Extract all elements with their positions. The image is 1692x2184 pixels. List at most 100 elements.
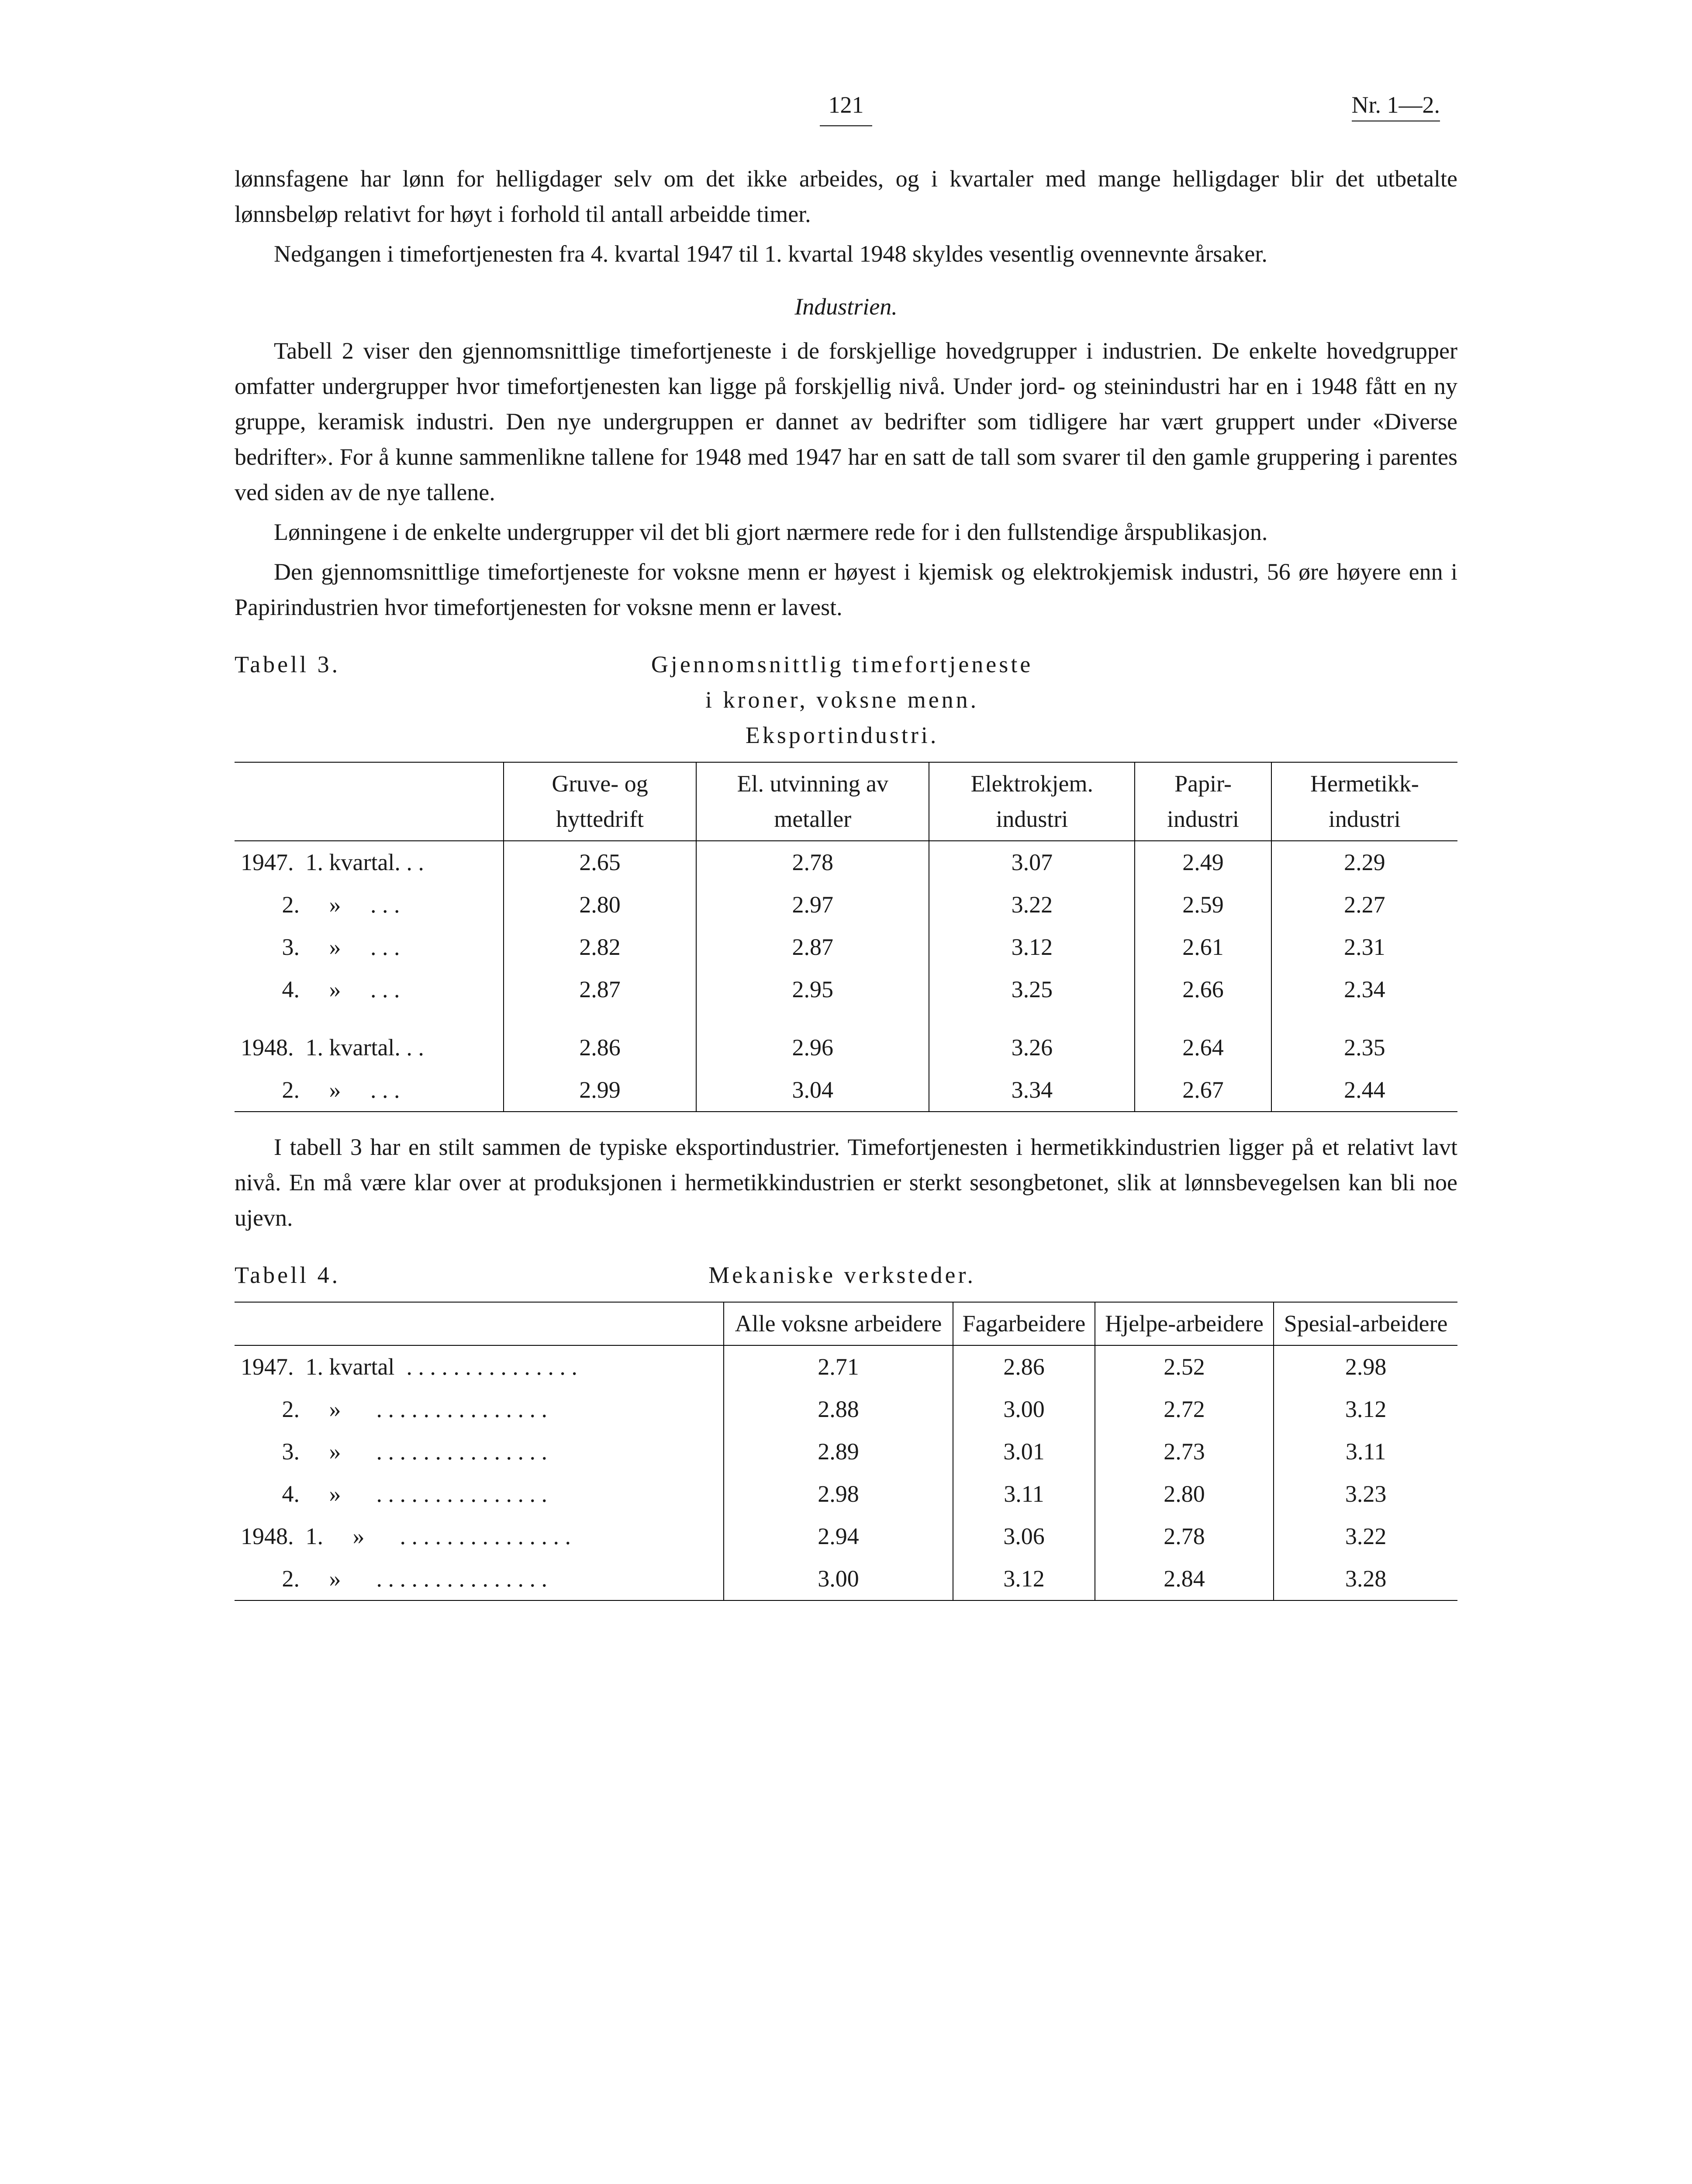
cell: 2.27 bbox=[1271, 884, 1457, 926]
table3-col2: El. utvinning av metaller bbox=[696, 762, 929, 841]
cell: 2.86 bbox=[953, 1345, 1095, 1388]
table-row: 1947. 1. kvartal. . . 2.65 2.78 3.07 2.4… bbox=[235, 841, 1457, 884]
cell: 2.66 bbox=[1135, 968, 1271, 1011]
cell: 2.52 bbox=[1095, 1345, 1274, 1388]
table4: Alle voksne arbeidere Fagarbeidere Hjelp… bbox=[235, 1302, 1457, 1601]
paragraph-4: Lønningene i de enkelte undergrupper vil… bbox=[235, 515, 1457, 550]
cell: 3.22 bbox=[929, 884, 1135, 926]
row-label: 4. » . . . . . . . . . . . . . . . bbox=[235, 1473, 724, 1515]
cell: 3.07 bbox=[929, 841, 1135, 884]
page-header: 121 Nr. 1—2. bbox=[235, 87, 1457, 126]
table-row: 3. » . . . . . . . . . . . . . . . 2.89 … bbox=[235, 1431, 1457, 1473]
table-row: 1947. 1. kvartal . . . . . . . . . . . .… bbox=[235, 1345, 1457, 1388]
table4-title-block: Tabell 4. Mekaniske verksteder. bbox=[235, 1258, 1457, 1293]
table3-title-line2: i kroner, voksne menn. bbox=[705, 687, 979, 713]
table4-label: Tabell 4. bbox=[235, 1262, 340, 1288]
paragraph-3: Tabell 2 viser den gjennomsnittlige time… bbox=[235, 333, 1457, 510]
paragraph-5: Den gjennomsnittlige timefortjeneste for… bbox=[235, 554, 1457, 625]
table-row: 2. » . . . 2.80 2.97 3.22 2.59 2.27 bbox=[235, 884, 1457, 926]
cell: 2.61 bbox=[1135, 926, 1271, 968]
table3-title-block: Tabell 3. Gjennomsnittlig timefortjenest… bbox=[235, 647, 1457, 753]
paragraph-1: lønnsfagene har lønn for helligdager sel… bbox=[235, 161, 1457, 232]
paragraph-2: Nedgangen i timefortjenesten fra 4. kvar… bbox=[235, 236, 1457, 272]
cell: 3.23 bbox=[1274, 1473, 1457, 1515]
cell: 2.65 bbox=[504, 841, 696, 884]
table-row: 2. » . . . . . . . . . . . . . . . 3.00 … bbox=[235, 1558, 1457, 1600]
cell: 3.25 bbox=[929, 968, 1135, 1011]
table3-col5: Hermetikk-industri bbox=[1271, 762, 1457, 841]
cell: 2.78 bbox=[1095, 1515, 1274, 1558]
table3-title: Gjennomsnittlig timefortjeneste i kroner… bbox=[340, 647, 1344, 753]
cell: 2.34 bbox=[1271, 968, 1457, 1011]
spacer-row bbox=[235, 1011, 1457, 1026]
table-row: 2. » . . . . . . . . . . . . . . . 2.88 … bbox=[235, 1388, 1457, 1431]
cell: 3.26 bbox=[929, 1026, 1135, 1069]
cell: 2.87 bbox=[504, 968, 696, 1011]
cell: 2.87 bbox=[696, 926, 929, 968]
cell: 2.64 bbox=[1135, 1026, 1271, 1069]
row-label: 2. » . . . bbox=[235, 1069, 504, 1112]
cell: 2.86 bbox=[504, 1026, 696, 1069]
table4-title: Mekaniske verksteder. bbox=[340, 1258, 1344, 1293]
cell: 2.49 bbox=[1135, 841, 1271, 884]
cell: 2.89 bbox=[724, 1431, 953, 1473]
cell: 2.59 bbox=[1135, 884, 1271, 926]
table4-title-line: Mekaniske verksteder. bbox=[708, 1262, 976, 1288]
cell: 3.11 bbox=[1274, 1431, 1457, 1473]
table4-header-row: Alle voksne arbeidere Fagarbeidere Hjelp… bbox=[235, 1302, 1457, 1345]
cell: 2.31 bbox=[1271, 926, 1457, 968]
table-row: 2. » . . . 2.99 3.04 3.34 2.67 2.44 bbox=[235, 1069, 1457, 1112]
cell: 3.34 bbox=[929, 1069, 1135, 1112]
cell: 2.78 bbox=[696, 841, 929, 884]
table3-title-line3: Eksportindustri. bbox=[746, 722, 939, 748]
table3-header-row: Gruve- og hyttedrift El. utvinning av me… bbox=[235, 762, 1457, 841]
cell: 3.12 bbox=[1274, 1388, 1457, 1431]
table4-col4: Spesial-arbeidere bbox=[1274, 1302, 1457, 1345]
cell: 2.99 bbox=[504, 1069, 696, 1112]
cell: 2.72 bbox=[1095, 1388, 1274, 1431]
table4-col1: Alle voksne arbeidere bbox=[724, 1302, 953, 1345]
cell: 2.88 bbox=[724, 1388, 953, 1431]
cell: 3.06 bbox=[953, 1515, 1095, 1558]
table-row: 1948. 1. kvartal. . . 2.86 2.96 3.26 2.6… bbox=[235, 1026, 1457, 1069]
cell: 2.67 bbox=[1135, 1069, 1271, 1112]
row-label: 2. » . . . . . . . . . . . . . . . bbox=[235, 1558, 724, 1600]
table3-col4: Papir-industri bbox=[1135, 762, 1271, 841]
cell: 3.00 bbox=[724, 1558, 953, 1600]
table3-col0 bbox=[235, 762, 504, 841]
cell: 3.28 bbox=[1274, 1558, 1457, 1600]
table3: Gruve- og hyttedrift El. utvinning av me… bbox=[235, 762, 1457, 1112]
cell: 3.04 bbox=[696, 1069, 929, 1112]
cell: 2.96 bbox=[696, 1026, 929, 1069]
table3-label: Tabell 3. bbox=[235, 651, 340, 677]
cell: 2.73 bbox=[1095, 1431, 1274, 1473]
row-label: 2. » . . . . . . . . . . . . . . . bbox=[235, 1388, 724, 1431]
cell: 2.80 bbox=[1095, 1473, 1274, 1515]
row-label: 1947. 1. kvartal. . . bbox=[235, 841, 504, 884]
cell: 2.29 bbox=[1271, 841, 1457, 884]
table-row: 1948. 1. » . . . . . . . . . . . . . . .… bbox=[235, 1515, 1457, 1558]
cell: 2.80 bbox=[504, 884, 696, 926]
cell: 2.82 bbox=[504, 926, 696, 968]
table-row: 3. » . . . 2.82 2.87 3.12 2.61 2.31 bbox=[235, 926, 1457, 968]
cell: 2.94 bbox=[724, 1515, 953, 1558]
header-spacer-right: Nr. 1—2. bbox=[872, 87, 1440, 126]
table3-col3: Elektrokjem. industri bbox=[929, 762, 1135, 841]
row-label: 1948. 1. » . . . . . . . . . . . . . . . bbox=[235, 1515, 724, 1558]
cell: 3.12 bbox=[953, 1558, 1095, 1600]
row-label: 2. » . . . bbox=[235, 884, 504, 926]
cell: 2.97 bbox=[696, 884, 929, 926]
table-row: 4. » . . . . . . . . . . . . . . . 2.98 … bbox=[235, 1473, 1457, 1515]
cell: 2.98 bbox=[724, 1473, 953, 1515]
row-label: 4. » . . . bbox=[235, 968, 504, 1011]
cell: 2.95 bbox=[696, 968, 929, 1011]
cell: 3.01 bbox=[953, 1431, 1095, 1473]
table4-col3: Hjelpe-arbeidere bbox=[1095, 1302, 1274, 1345]
cell: 2.71 bbox=[724, 1345, 953, 1388]
paragraph-6: I tabell 3 har en stilt sammen de typisk… bbox=[235, 1130, 1457, 1236]
row-label: 3. » . . . bbox=[235, 926, 504, 968]
cell: 3.11 bbox=[953, 1473, 1095, 1515]
page: 121 Nr. 1—2. lønnsfagene har lønn for he… bbox=[235, 87, 1457, 1601]
issue-number: Nr. 1—2. bbox=[1352, 92, 1440, 121]
cell: 3.00 bbox=[953, 1388, 1095, 1431]
